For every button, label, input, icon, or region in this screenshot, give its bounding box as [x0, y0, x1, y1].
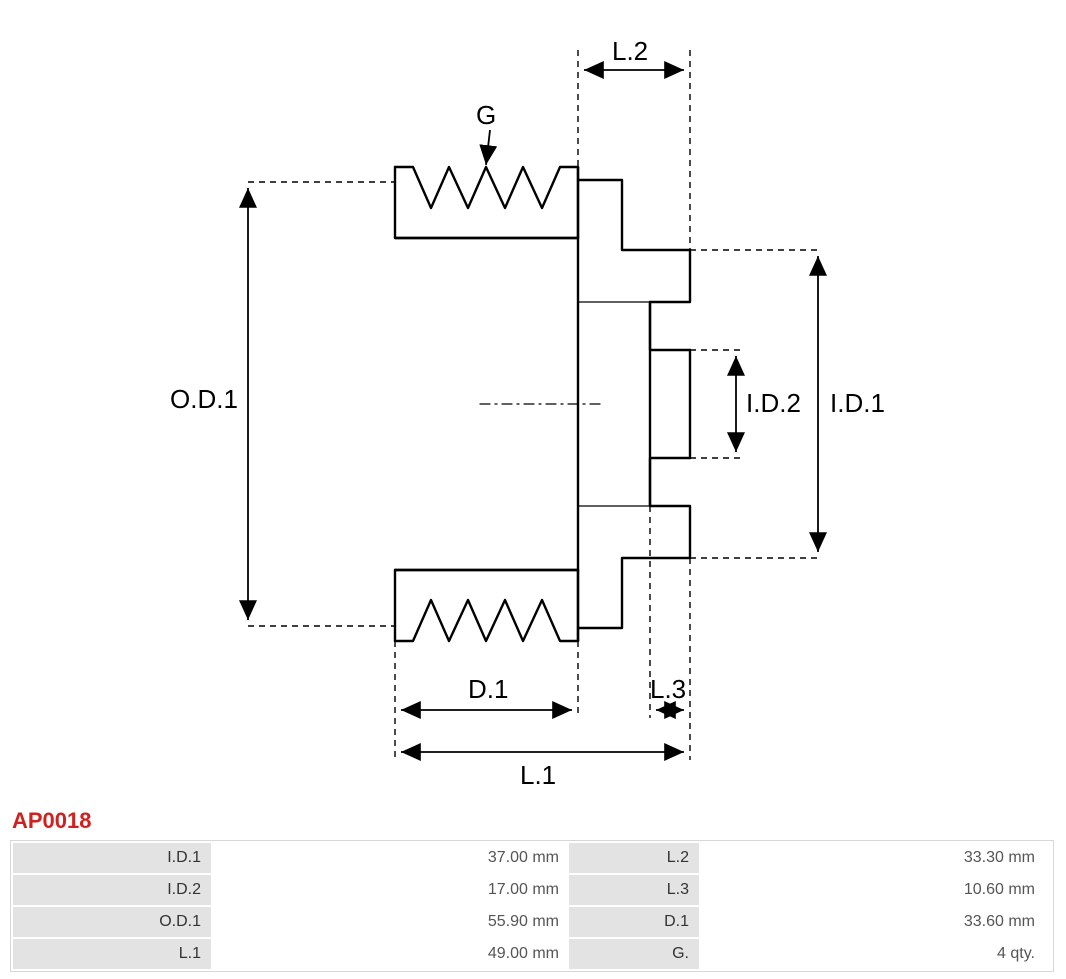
label-l2: L.2: [612, 36, 648, 66]
label-d1: D.1: [468, 674, 508, 704]
label-l1: L.1: [520, 760, 556, 790]
spec-value: 4 qty.: [699, 939, 1045, 969]
spec-value: 33.30 mm: [699, 843, 1045, 873]
spec-label: L.3: [569, 875, 699, 905]
spec-value: 37.00 mm: [211, 843, 569, 873]
table-row: L.1 49.00 mm G. 4 qty.: [13, 939, 1051, 969]
spec-label: I.D.1: [13, 843, 211, 873]
spec-label: I.D.2: [13, 875, 211, 905]
label-od1: O.D.1: [170, 384, 238, 414]
label-id1: I.D.1: [830, 388, 885, 418]
spec-value: 17.00 mm: [211, 875, 569, 905]
spec-label: G.: [569, 939, 699, 969]
spec-value: 10.60 mm: [699, 875, 1045, 905]
label-l3: L.3: [650, 674, 686, 704]
spec-label: O.D.1: [13, 907, 211, 937]
spec-label: L.1: [13, 939, 211, 969]
table-row: O.D.1 55.90 mm D.1 33.60 mm: [13, 907, 1051, 937]
technical-diagram: O.D.1 I.D.1 I.D.2 L.2 D.1 L.3 L.1 G: [0, 0, 1066, 800]
spec-value: 33.60 mm: [699, 907, 1045, 937]
table-row: I.D.2 17.00 mm L.3 10.60 mm: [13, 875, 1051, 905]
label-g: G: [476, 100, 496, 130]
spec-value: 55.90 mm: [211, 907, 569, 937]
label-id2: I.D.2: [746, 388, 801, 418]
spec-table: I.D.1 37.00 mm L.2 33.30 mm I.D.2 17.00 …: [10, 840, 1054, 972]
spec-label: L.2: [569, 843, 699, 873]
table-row: I.D.1 37.00 mm L.2 33.30 mm: [13, 843, 1051, 873]
part-number: AP0018: [12, 808, 92, 834]
spec-label: D.1: [569, 907, 699, 937]
spec-value: 49.00 mm: [211, 939, 569, 969]
